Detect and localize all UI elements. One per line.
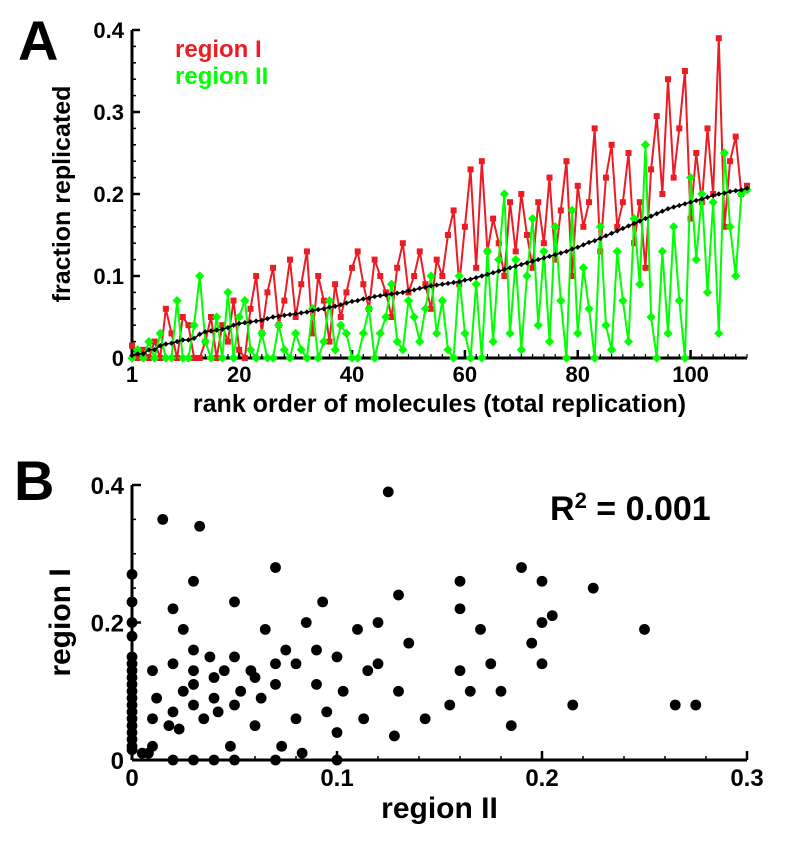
svg-text:0.2: 0.2	[525, 765, 558, 792]
svg-text:0: 0	[111, 748, 124, 775]
svg-text:0.1: 0.1	[93, 264, 124, 289]
svg-text:region II: region II	[175, 63, 268, 90]
svg-text:R2 = 0.001: R2 = 0.001	[550, 488, 711, 529]
svg-text:0.3: 0.3	[93, 100, 124, 125]
svg-text:0.4: 0.4	[91, 473, 125, 500]
svg-text:0: 0	[125, 765, 138, 792]
svg-text:100: 100	[672, 362, 709, 387]
svg-text:60: 60	[453, 362, 477, 387]
svg-text:1: 1	[126, 362, 138, 387]
svg-text:0.3: 0.3	[730, 765, 763, 792]
svg-text:rank order of molecules (total: rank order of molecules (total replicati…	[193, 390, 686, 418]
svg-text:0.2: 0.2	[91, 611, 124, 638]
panel-a-chart: 0 0.1 0.2 0.3 0.4 1 20 40 60 80 100 fraction replic…	[0, 0, 800, 440]
svg-text:20: 20	[227, 362, 251, 387]
svg-text:0.4: 0.4	[93, 18, 124, 43]
svg-text:0.1: 0.1	[320, 765, 353, 792]
svg-text:80: 80	[565, 362, 589, 387]
svg-text:region I: region I	[44, 568, 77, 676]
svg-text:region I: region I	[175, 36, 262, 63]
svg-text:0.2: 0.2	[93, 182, 124, 207]
svg-text:40: 40	[340, 362, 364, 387]
svg-text:region II: region II	[381, 792, 498, 825]
svg-text:fraction replicated: fraction replicated	[48, 86, 76, 303]
svg-text:0: 0	[112, 346, 124, 371]
panel-b-chart: 0 0.2 0.4 0 0.1 0.2 0.3 region I region II R2 = 0…	[0, 440, 800, 849]
